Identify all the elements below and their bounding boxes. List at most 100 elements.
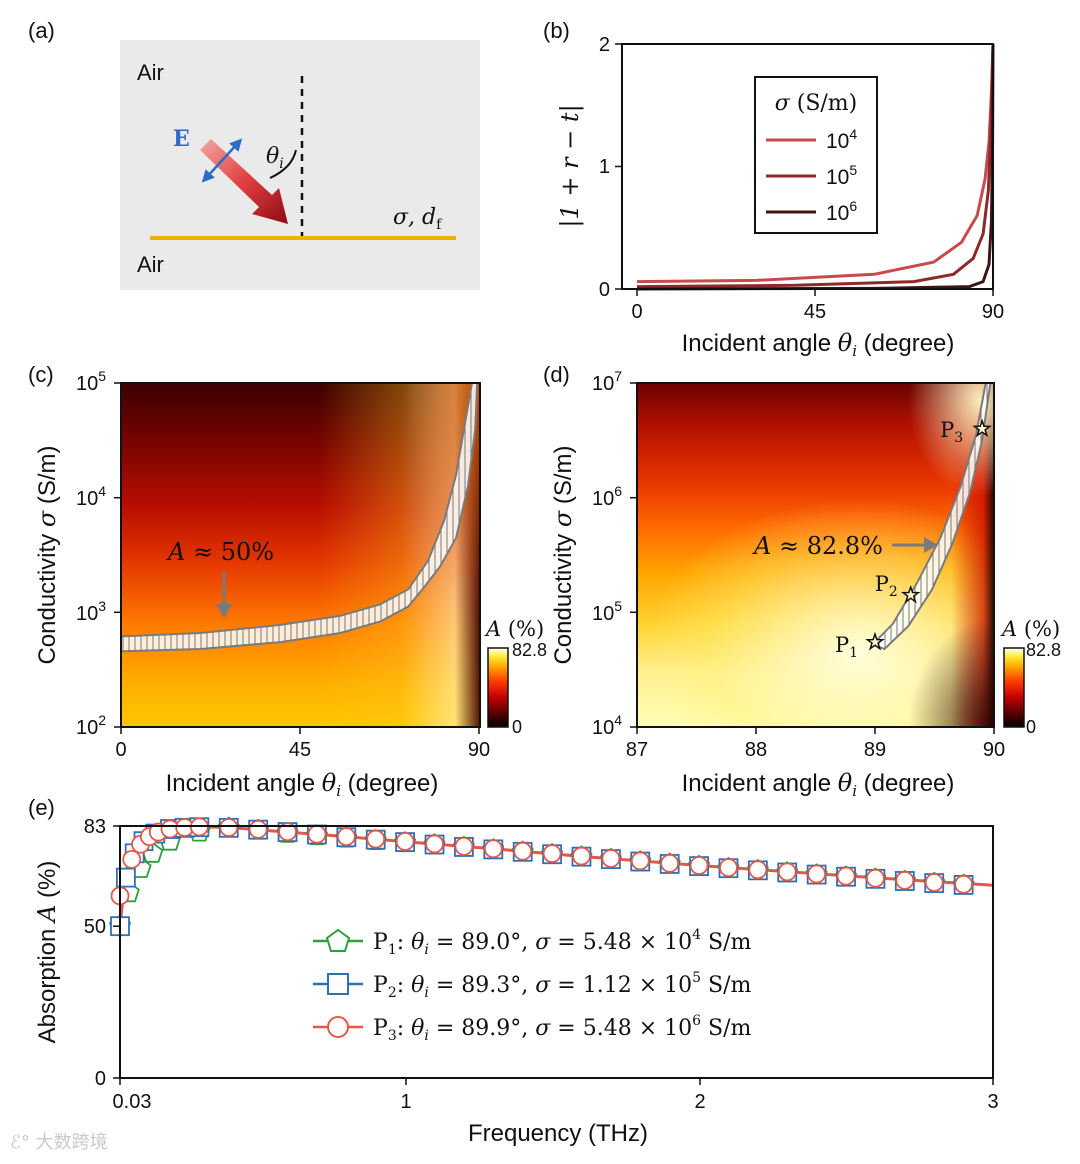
- b-legend-title: σ (S/m): [775, 91, 858, 116]
- e-marker-P3: [689, 856, 709, 875]
- field-label: E: [173, 126, 190, 152]
- e-marker-P3: [336, 827, 356, 847]
- e-marker-P3: [572, 846, 591, 866]
- e-ytick-0: 0: [95, 1068, 106, 1090]
- b-legend-label-1e5: 105: [826, 162, 857, 189]
- e-marker-P3: [219, 818, 239, 837]
- c-xlabel: Incident angle θi (degree): [166, 769, 439, 800]
- b-ytick-2: 2: [599, 34, 610, 56]
- b-legend-label-1e6: 106: [826, 198, 857, 225]
- c-colorbar: A (%) 82.8 0: [484, 617, 547, 737]
- panel-b: (b) 0 1 2 0 45 90 Incident angle θi (deg…: [543, 18, 1004, 360]
- d-colorbar-title: A (%): [1000, 617, 1060, 641]
- angle-arc: [269, 149, 297, 179]
- e-xtick-3: 3: [987, 1091, 998, 1113]
- e-legend-p2-label: P2: θi = 89.3°, σ = 1.12 × 105 S/m: [373, 970, 752, 1001]
- d-ytick-7: 107: [592, 368, 622, 395]
- b-xlabel: Incident angle θi (degree): [682, 329, 955, 360]
- e-marker-P3: [425, 834, 444, 854]
- film-label: σ, df: [393, 205, 443, 233]
- panel-a: (a) Air Air E θi σ, df: [28, 18, 480, 290]
- d-point-star-P3: [972, 418, 992, 438]
- panel-b-label: (b): [543, 18, 570, 43]
- d-annotation: A ≈ 82.8%: [752, 532, 883, 560]
- d-xtick-1: 88: [745, 739, 767, 761]
- e-marker-P2: [115, 867, 136, 888]
- b-series-5: [636, 43, 995, 289]
- d-ytick-4: 104: [592, 712, 622, 739]
- e-marker-P3: [924, 873, 944, 892]
- e-marker-P3: [366, 829, 386, 849]
- e-marker-P3: [719, 858, 738, 877]
- d-xtick-0: 87: [626, 739, 648, 761]
- b-xtick-0: 0: [631, 301, 642, 323]
- field-polarization-arrow: [201, 138, 243, 183]
- e-marker-P3: [307, 824, 327, 844]
- e-xlabel: Frequency (THz): [468, 1120, 648, 1147]
- e-marker-P3: [542, 844, 562, 864]
- c-ytick-2: 102: [76, 712, 106, 739]
- e-marker-P3: [630, 851, 650, 871]
- panel-c: (c) 105 104 103 102 0 45 90 Incident ang…: [28, 362, 547, 800]
- e-marker-P3: [601, 849, 621, 868]
- panel-d-label: (d): [543, 362, 570, 387]
- d-xtick-2: 89: [864, 739, 886, 761]
- d-point-label-P1: P1: [835, 633, 858, 661]
- e-marker-P3: [807, 864, 827, 884]
- e-legend-p1: P1: θi = 89.0°, σ = 5.48 × 104 S/m: [313, 927, 752, 958]
- e-legend-p3-label: P3: θi = 89.9°, σ = 5.48 × 106 S/m: [373, 1013, 752, 1044]
- e-axes: [119, 825, 994, 1079]
- e-marker-P3: [248, 819, 268, 839]
- d-colorbar-max: 82.8: [1026, 640, 1061, 660]
- e-ytick-1: 50: [84, 916, 106, 938]
- c-colorbar-title: A (%): [484, 617, 544, 641]
- b-legend: σ (S/m) 104 105 106: [754, 76, 878, 234]
- e-fit-curve: [118, 825, 994, 927]
- panel-e-label: (e): [28, 795, 55, 820]
- e-marker-P3: [836, 866, 856, 886]
- c-heatmap: [121, 383, 480, 727]
- watermark: ℰ° 大数跨境: [10, 1132, 108, 1153]
- top-medium-label: Air: [137, 60, 164, 85]
- e-ytick-2: 83: [84, 816, 106, 838]
- d-ylabel: Conductivity σ (S/m): [549, 445, 577, 664]
- panel-d: (d) P1 P2 P3 107 106 105 104 87 88 89 90 I…: [543, 362, 1061, 800]
- c-xtick-0: 0: [115, 739, 126, 761]
- angle-label: θi: [266, 144, 284, 172]
- d-point-star-P1: [865, 631, 885, 651]
- schematic-background: [120, 40, 480, 290]
- e-marker-P3: [395, 832, 415, 851]
- d-colorbar: A (%) 82.8 0: [1000, 617, 1061, 737]
- panel-e: (e) 0 50 83 0.03 1 2 3 Frequency (THz) A…: [28, 795, 999, 1147]
- b-ytick-1: 1: [599, 156, 610, 178]
- e-xtick-2: 2: [694, 1091, 705, 1113]
- d-point-star-P2: [900, 584, 921, 604]
- c-colorbar-min: 0: [512, 717, 522, 737]
- e-marker-P3: [895, 870, 915, 890]
- e-marker-P3: [748, 860, 768, 880]
- c-ytick-5: 105: [76, 368, 106, 395]
- d-colorbar-min: 0: [1026, 717, 1036, 737]
- b-ylabel: |1 + r − t|: [556, 104, 585, 227]
- e-marker-P3: [660, 853, 680, 873]
- c-contour-band: [120, 382, 479, 653]
- e-legend-p3: P3: θi = 89.9°, σ = 5.48 × 106 S/m: [313, 1013, 752, 1044]
- d-point-label-P3: P3: [940, 418, 963, 446]
- d-axes: [636, 382, 995, 728]
- e-markers: [108, 816, 975, 937]
- e-ylabel: Absorption A (%): [33, 861, 61, 1044]
- panel-a-label: (a): [28, 18, 55, 43]
- e-legend-p2: P2: θi = 89.3°, σ = 1.12 × 105 S/m: [313, 970, 752, 1001]
- d-xlabel: Incident angle θi (degree): [682, 769, 955, 800]
- e-marker-P3: [777, 862, 797, 882]
- e-marker-P3: [278, 822, 297, 842]
- b-legend-label-1e4: 104: [826, 126, 857, 153]
- panel-c-label: (c): [28, 362, 54, 387]
- d-points: P1 P2 P3: [835, 418, 992, 661]
- c-xtick-1: 45: [289, 739, 311, 761]
- d-ytick-6: 106: [592, 483, 622, 510]
- e-xtick-1: 1: [400, 1091, 411, 1113]
- c-ytick-3: 103: [76, 598, 106, 625]
- e-xtick-0: 0.03: [113, 1091, 152, 1113]
- b-ytick-0: 0: [599, 279, 610, 301]
